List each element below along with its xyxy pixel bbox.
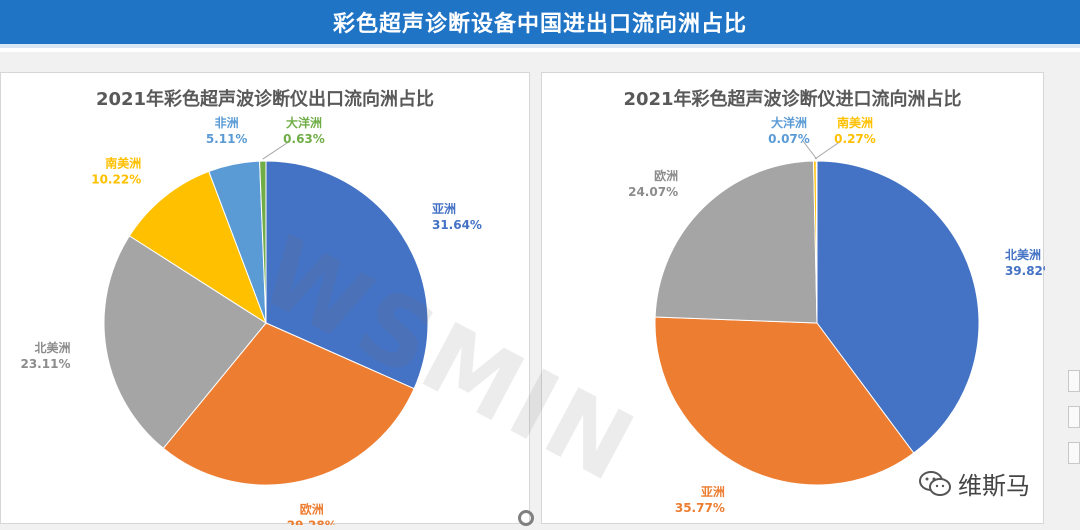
export-chart-panel: 2021年彩色超声波诊断仪出口流向洲占比 亚洲 31.64% 欧洲 29.28% 北美洲… (0, 72, 530, 525)
pie-slice (103, 235, 267, 450)
side-toolbar-item[interactable] (1068, 370, 1080, 392)
slice-value-label: 24.07% (628, 185, 678, 199)
leader-line (802, 140, 818, 160)
side-toolbar (1068, 370, 1080, 520)
slice-label: 大洋洲 (286, 115, 322, 130)
pie-slice (654, 160, 818, 324)
slice-label: 非洲 (215, 115, 239, 130)
slice-value-label: 35.77% (675, 501, 725, 515)
pie-slice (265, 160, 429, 390)
refresh-icon[interactable] (518, 510, 534, 526)
slice-label: 亚洲 (432, 202, 456, 216)
slice-value-label: 0.63% (283, 132, 325, 146)
slice-value-label: 10.22% (91, 172, 141, 186)
pie-slice (816, 160, 980, 454)
import-chart-panel: 2021年彩色超声波诊断仪进口流向洲占比 北美洲 39.82% 亚洲 35.77% 欧洲… (541, 72, 1045, 524)
slice-label: 南美洲 (837, 115, 873, 130)
pie-slice (815, 160, 818, 324)
slice-label: 南美洲 (105, 155, 141, 170)
wechat-branding: 维斯马 (918, 466, 1030, 501)
brand-label: 维斯马 (958, 472, 1030, 500)
pie-slice (162, 322, 415, 486)
slice-label: 大洋洲 (771, 115, 807, 130)
slice-label: 北美洲 (1005, 247, 1041, 262)
leader-line (814, 140, 842, 160)
slice-value-label: 0.27% (834, 132, 876, 146)
slice-value-label: 39.82% (1005, 264, 1045, 278)
wechat-icon (919, 470, 951, 496)
slice-value-label: 0.07% (768, 132, 810, 146)
export-pie-chart: 亚洲 31.64% 欧洲 29.28% 北美洲 23.11% 南美洲 10.22% 非洲 5.11… (20, 115, 482, 525)
import-pie-chart: 北美洲 39.82% 亚洲 35.77% 欧洲 24.07% 南美洲 0.27% 大洋洲 0.07… (628, 115, 1045, 515)
slice-label: 欧洲 (654, 168, 678, 183)
page-title: 彩色超声诊断设备中国进出口流向洲占比 (332, 12, 747, 37)
slice-value-label: 29.28% (287, 519, 337, 525)
slice-value-label: 5.11% (206, 132, 248, 146)
slice-label: 欧洲 (300, 502, 324, 517)
slice-value-label: 31.64% (432, 218, 482, 232)
pie-slice (128, 170, 267, 325)
pie-slice (259, 160, 267, 324)
slice-value-label: 23.11% (20, 357, 70, 371)
side-toolbar-item[interactable] (1068, 406, 1080, 428)
title-banner: 彩色超声诊断设备中国进出口流向洲占比 (0, 0, 1080, 48)
side-toolbar-item[interactable] (1068, 442, 1080, 464)
slice-label: 北美洲 (34, 340, 70, 355)
pie-slice (654, 316, 915, 486)
export-chart-title: 2021年彩色超声波诊断仪出口流向洲占比 (95, 89, 435, 110)
slice-label: 亚洲 (701, 485, 725, 499)
leader-line (262, 140, 291, 160)
import-chart-title: 2021年彩色超声波诊断仪进口流向洲占比 (623, 89, 962, 110)
